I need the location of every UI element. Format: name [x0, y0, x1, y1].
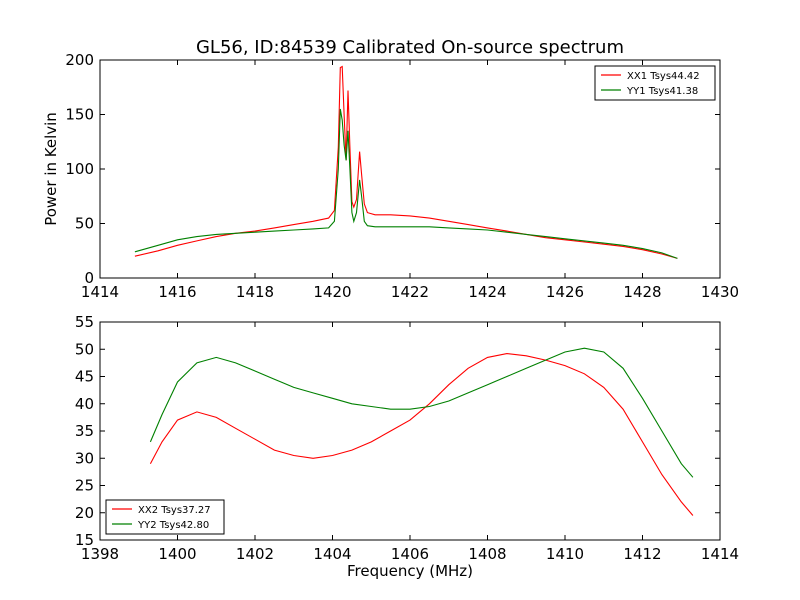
x-tick-label: 1426: [546, 283, 584, 301]
legend-box: [594, 65, 716, 101]
y-tick-label: 25: [75, 477, 94, 495]
x-tick-label: 1404: [313, 545, 351, 563]
y-tick-label: 35: [75, 422, 94, 440]
legend-label: XX2 Tsys37.27: [138, 505, 211, 516]
y-tick-label: 45: [75, 368, 94, 386]
series-line-bottom-1: [149, 353, 694, 516]
x-tick-label: 1428: [623, 283, 661, 301]
legend: XX1 Tsys44.42 YY1 Tsys41.38: [594, 65, 716, 101]
x-tick-label: 1414: [701, 545, 739, 563]
series-line-top-1: [134, 65, 678, 259]
y-tick-label: 0: [84, 269, 94, 287]
legend-box: [105, 499, 225, 535]
x-tick-label: 1408: [468, 545, 506, 563]
y-tick-label: 50: [75, 215, 94, 233]
x-tick-label: 1402: [236, 545, 274, 563]
x-tick-label: 1410: [546, 545, 584, 563]
series-line-bottom-2: [149, 347, 694, 478]
y-tick-label: 200: [65, 51, 94, 69]
x-tick-label: 1420: [313, 283, 351, 301]
x-tick-label: 1406: [391, 545, 429, 563]
x-tick-label: 1424: [468, 283, 506, 301]
panel-bottom: 1398 1400 1402 1404 1406 1408 1410 1412 1414 15 20…: [75, 313, 739, 580]
x-tick-label: 1418: [236, 283, 274, 301]
y-tick-label: 150: [65, 106, 94, 124]
x-tick-label: 1430: [701, 283, 739, 301]
x-tick-label: 1414: [81, 283, 119, 301]
x-tick-label: 1412: [623, 545, 661, 563]
x-axis-label: Frequency (MHz): [347, 562, 473, 580]
legend-label: YY1 Tsys41.38: [626, 86, 698, 97]
y-tick-label: 55: [75, 313, 94, 331]
y-tick-label: 50: [75, 340, 94, 358]
x-tick-label: 1400: [158, 545, 196, 563]
y-tick-label: 15: [75, 531, 94, 549]
x-tick-label: 1398: [81, 545, 119, 563]
y-tick-label: 40: [75, 395, 94, 413]
x-tick-label: 1422: [391, 283, 429, 301]
legend: XX2 Tsys37.27 YY2 Tsys42.80: [105, 499, 225, 535]
x-tick-label: 1416: [158, 283, 196, 301]
chart-title: GL56, ID:84539 Calibrated On-source spec…: [196, 37, 624, 58]
legend-label: YY2 Tsys42.80: [137, 520, 209, 531]
series-line-top-2: [134, 108, 678, 259]
legend-label: XX1 Tsys44.42: [627, 71, 700, 82]
panel-top: 1414 1416 1418 1420 1422 1424 1426 1428 1430 0 50 1…: [42, 51, 739, 301]
y-tick-label: 20: [75, 504, 94, 522]
y-axis-label: Power in Kelvin: [42, 112, 60, 226]
y-tick-label: 30: [75, 449, 94, 467]
y-tick-label: 100: [65, 160, 94, 178]
